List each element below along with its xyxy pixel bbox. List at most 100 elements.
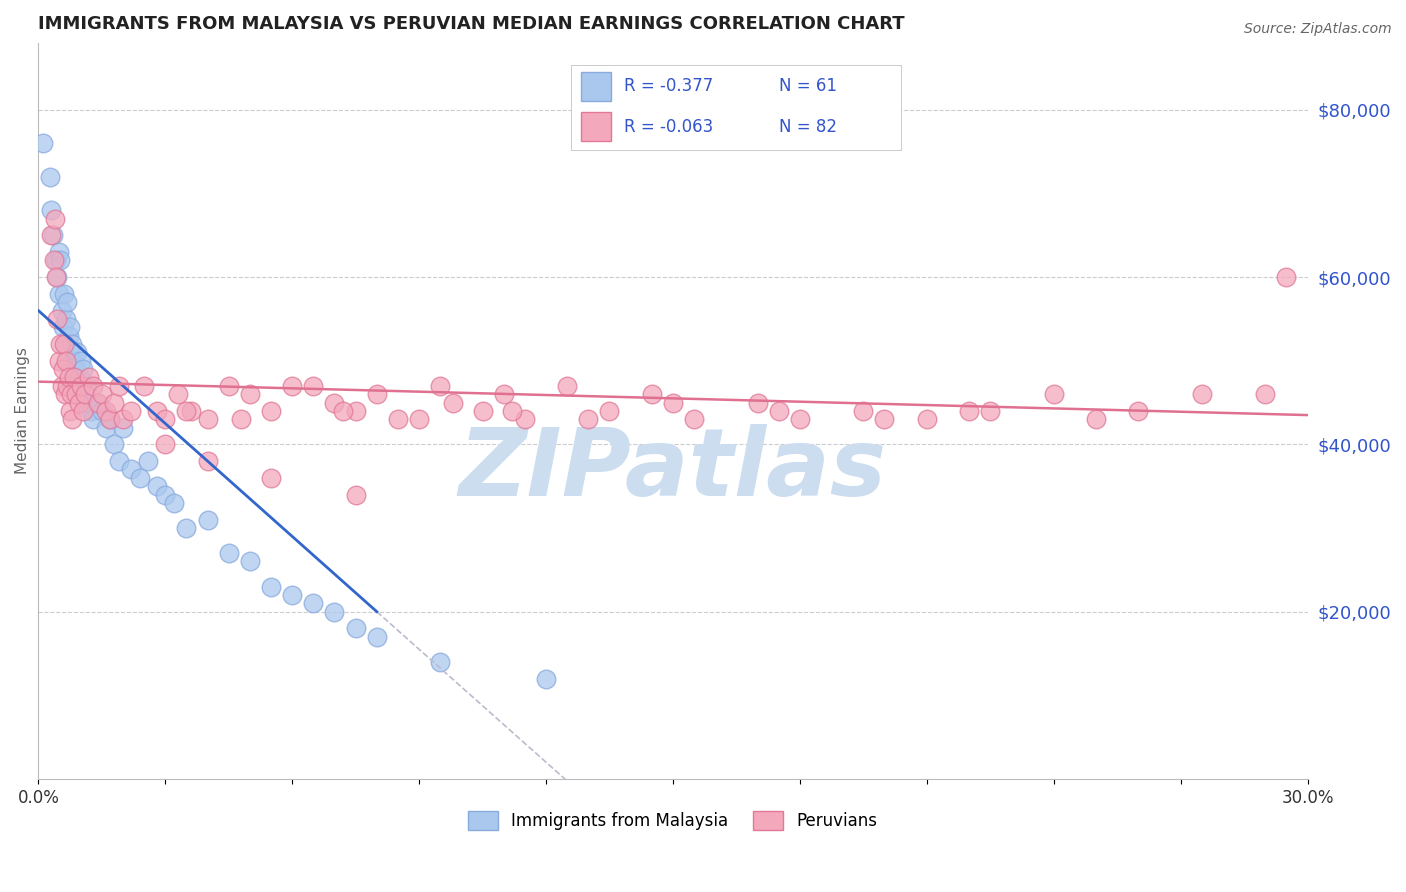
Point: [59, 404, 82, 418]
Point: [555, 379, 578, 393]
Point: [73, 387, 96, 401]
Point: [641, 387, 664, 401]
Point: [387, 412, 409, 426]
Point: [56, 353, 79, 368]
Point: [132, 379, 155, 393]
Point: [69, 387, 91, 401]
Point: [51, 303, 73, 318]
Point: [69, 379, 91, 393]
Point: [67, 395, 90, 409]
Point: [128, 471, 150, 485]
Point: [69, 353, 91, 368]
Point: [44, 211, 66, 226]
Point: [53, 337, 76, 351]
Point: [65, 362, 87, 376]
Point: [683, 412, 706, 426]
Point: [66, 345, 89, 359]
Point: [146, 479, 169, 493]
Point: [513, 412, 536, 426]
Point: [77, 370, 100, 384]
Point: [49, 253, 72, 268]
Point: [55, 353, 77, 368]
Point: [281, 588, 304, 602]
Point: [32, 136, 55, 151]
Point: [49, 337, 72, 351]
Point: [103, 395, 125, 409]
Point: [167, 387, 190, 401]
Point: [94, 420, 117, 434]
Point: [51, 379, 73, 393]
Point: [98, 412, 121, 426]
Point: [1042, 387, 1064, 401]
Point: [332, 404, 354, 418]
Point: [136, 454, 159, 468]
Point: [103, 437, 125, 451]
Point: [46, 312, 69, 326]
Point: [218, 379, 240, 393]
Point: [42, 228, 65, 243]
Point: [60, 337, 83, 351]
Point: [52, 286, 75, 301]
Point: [44, 253, 66, 268]
Point: [239, 554, 262, 568]
Point: [155, 412, 177, 426]
Point: [52, 320, 75, 334]
Point: [576, 412, 599, 426]
Point: [120, 404, 142, 418]
Point: [1191, 387, 1213, 401]
Point: [281, 379, 304, 393]
Point: [72, 404, 94, 418]
Y-axis label: Median Earnings: Median Earnings: [15, 348, 30, 475]
Point: [56, 295, 79, 310]
Point: [218, 546, 240, 560]
Point: [197, 513, 219, 527]
Point: [52, 337, 75, 351]
Point: [366, 387, 388, 401]
Point: [789, 412, 811, 426]
Point: [48, 286, 70, 301]
Point: [65, 387, 87, 401]
Point: [302, 596, 325, 610]
Point: [1128, 404, 1150, 418]
Point: [146, 404, 169, 418]
Point: [39, 228, 62, 243]
Point: [429, 379, 451, 393]
Point: [107, 454, 129, 468]
Point: [58, 370, 80, 384]
Point: [48, 353, 70, 368]
Point: [915, 412, 938, 426]
Point: [111, 420, 134, 434]
Point: [94, 404, 117, 418]
Point: [471, 404, 494, 418]
Point: [492, 387, 515, 401]
Point: [155, 437, 177, 451]
Point: [323, 605, 346, 619]
Point: [73, 387, 96, 401]
Point: [155, 487, 177, 501]
Point: [344, 487, 367, 501]
Point: [58, 328, 80, 343]
Point: [39, 203, 62, 218]
Point: [1275, 270, 1298, 285]
Text: Source: ZipAtlas.com: Source: ZipAtlas.com: [1244, 22, 1392, 37]
Point: [60, 353, 83, 368]
Point: [55, 312, 77, 326]
Point: [197, 454, 219, 468]
Point: [1254, 387, 1277, 401]
Text: IMMIGRANTS FROM MALAYSIA VS PERUVIAN MEDIAN EARNINGS CORRELATION CHART: IMMIGRANTS FROM MALAYSIA VS PERUVIAN MED…: [38, 15, 905, 33]
Text: ZIPatlas: ZIPatlas: [458, 424, 887, 516]
Point: [768, 404, 790, 418]
Point: [231, 412, 253, 426]
Point: [534, 672, 557, 686]
Point: [260, 404, 283, 418]
Point: [441, 395, 464, 409]
Point: [48, 244, 70, 259]
Point: [979, 404, 1001, 418]
Point: [98, 412, 121, 426]
Point: [197, 412, 219, 426]
Point: [53, 387, 76, 401]
Point: [344, 404, 367, 418]
Point: [63, 370, 86, 384]
Point: [408, 412, 430, 426]
Point: [90, 404, 112, 418]
